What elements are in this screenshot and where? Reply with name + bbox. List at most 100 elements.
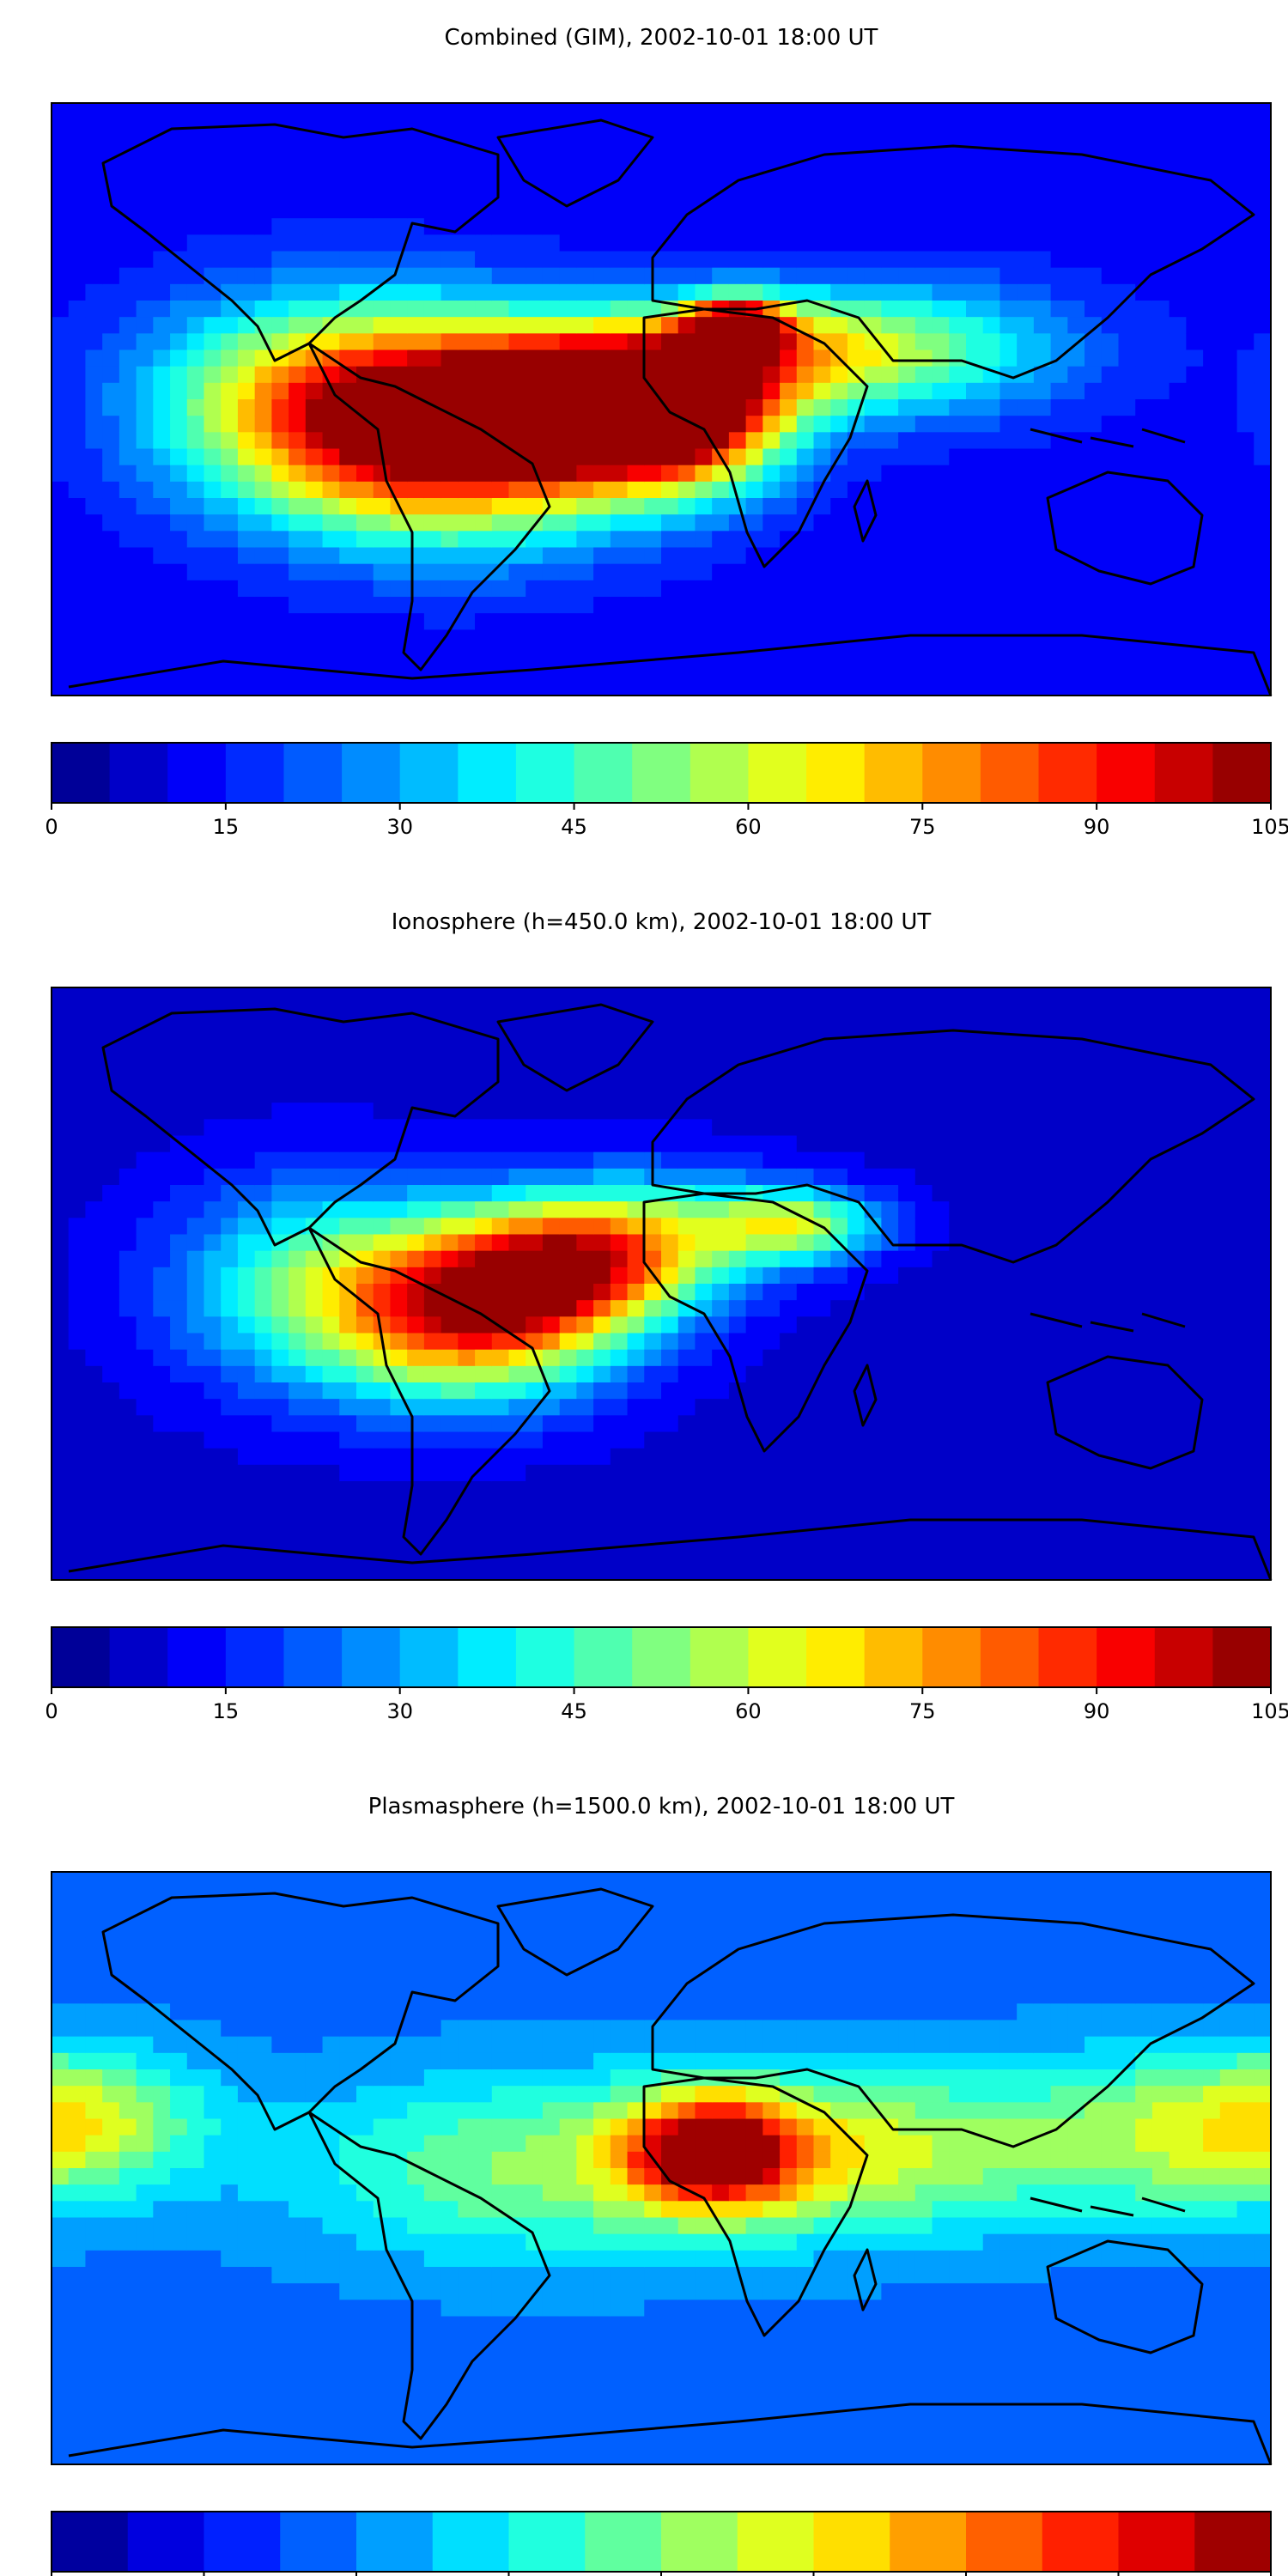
tec-cell [322, 1415, 340, 1433]
tec-cell [271, 152, 289, 170]
tec-cell [1033, 1399, 1052, 1416]
tec-cell [1084, 366, 1103, 384]
tec-cell [914, 1218, 933, 1236]
tec-cell [982, 613, 1001, 630]
tec-cell [593, 597, 611, 614]
tec-cell [170, 481, 188, 499]
tec-cell [1017, 432, 1035, 450]
tec-cell [1017, 267, 1035, 285]
tec-cell [593, 283, 611, 301]
tec-cell [271, 1349, 289, 1367]
tec-cell [339, 202, 357, 219]
tec-cell [644, 1481, 662, 1498]
tec-cell [881, 514, 899, 532]
tec-cell [661, 1399, 679, 1416]
tec-cell [1050, 333, 1068, 351]
tec-cell [508, 168, 526, 186]
tec-cell [898, 563, 916, 581]
tec-cell [423, 1135, 442, 1153]
tec-cell [1118, 1546, 1136, 1564]
tec-cell [881, 1365, 899, 1383]
tec-cell [847, 1514, 866, 1532]
tec-cell [1135, 1119, 1153, 1137]
tec-cell [136, 629, 154, 647]
tec-cell [458, 1399, 476, 1416]
tec-cell [423, 1020, 442, 1038]
tec-cell [1118, 202, 1136, 219]
tec-cell [289, 152, 307, 170]
tec-cell [1101, 416, 1120, 433]
tec-cell [52, 185, 70, 203]
tec-cell [1017, 251, 1035, 269]
tec-cell [102, 1382, 120, 1400]
tec-cell [712, 1020, 730, 1038]
tec-cell [1050, 1300, 1068, 1317]
tec-cell [1151, 498, 1170, 515]
tec-cell [85, 1415, 103, 1433]
tec-cell [576, 481, 594, 499]
tec-cell [407, 267, 425, 285]
tec-cell [627, 1382, 645, 1400]
tec-cell [728, 382, 747, 400]
tec-cell [186, 366, 205, 384]
tec-cell [475, 1004, 493, 1021]
tec-cell [491, 514, 510, 532]
tec-cell [695, 1267, 713, 1285]
tec-cell [712, 103, 730, 120]
tec-cell [440, 1151, 459, 1170]
tec-cell [407, 629, 425, 647]
tec-cell [1033, 1349, 1052, 1367]
tec-cell [237, 646, 256, 664]
tec-cell [1169, 399, 1187, 416]
tec-cell [1219, 136, 1238, 154]
tec-cell [204, 382, 222, 400]
tec-cell [610, 1316, 629, 1334]
tec-cell [1017, 103, 1035, 120]
tec-cell [796, 1365, 815, 1383]
tec-cell [949, 1119, 967, 1137]
tec-cell [576, 301, 594, 318]
tec-cell [914, 234, 933, 252]
tec-cell [966, 1349, 984, 1367]
tec-cell [508, 382, 526, 400]
tec-cell [491, 1036, 510, 1054]
tec-cell [796, 547, 815, 565]
tec-cell [458, 531, 476, 549]
tec-cell [526, 1514, 544, 1532]
tec-cell [271, 1151, 289, 1170]
tec-cell [1186, 382, 1204, 400]
colorbar-segment [748, 743, 807, 803]
tec-cell [254, 152, 272, 170]
tec-cell [762, 267, 781, 285]
tec-cell [949, 1103, 967, 1120]
tec-cell [102, 1020, 120, 1038]
tec-cell [508, 1201, 526, 1218]
tec-cell [85, 349, 103, 368]
tec-cell [85, 1365, 103, 1383]
tec-cell [982, 1448, 1001, 1466]
tec-cell [170, 1349, 188, 1367]
tec-cell [1135, 481, 1153, 499]
tec-cell [52, 168, 70, 186]
tec-cell [898, 1053, 916, 1071]
tec-cell [559, 349, 577, 368]
tec-cell [1219, 416, 1238, 433]
tec-cell [305, 531, 324, 549]
tec-cell [1186, 317, 1204, 334]
tec-cell [237, 498, 256, 515]
tec-cell [102, 202, 120, 219]
tec-cell [390, 136, 408, 154]
tec-cell [1101, 1086, 1120, 1103]
tec-cell [745, 103, 763, 120]
tec-cell [136, 234, 154, 252]
tec-cell [982, 1103, 1001, 1120]
tec-cell [237, 136, 256, 154]
tec-cell [186, 1201, 205, 1218]
tec-cell [1067, 366, 1085, 384]
tec-cell [847, 613, 866, 630]
tec-cell [847, 349, 866, 368]
tec-cell [153, 1053, 171, 1071]
tec-cell [1017, 136, 1035, 154]
tec-cell [796, 563, 815, 581]
tec-cell [627, 531, 645, 549]
